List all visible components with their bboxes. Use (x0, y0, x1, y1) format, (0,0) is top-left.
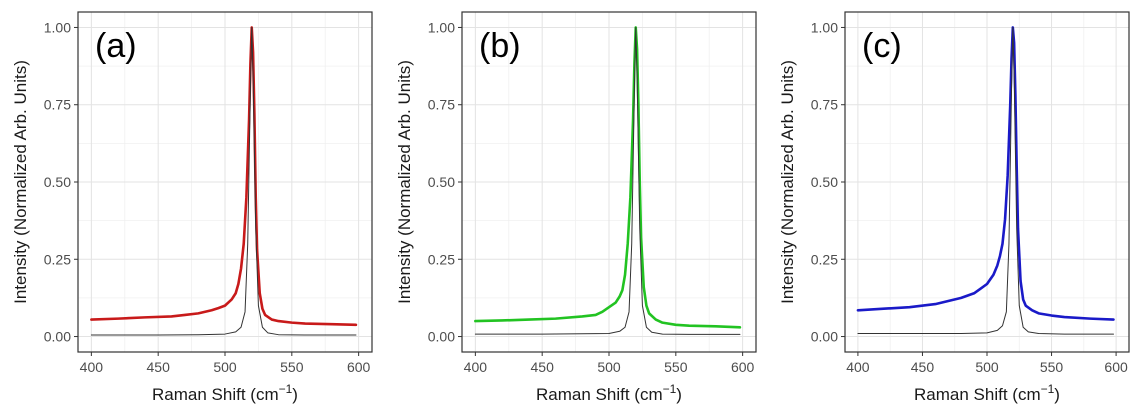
panel-label: (c) (862, 27, 902, 65)
y-tick-label: 1.00 (428, 19, 455, 35)
y-tick-label: 1.00 (811, 19, 838, 35)
x-tick-label: 550 (1040, 359, 1064, 375)
y-tick-label: 0.50 (811, 174, 838, 190)
x-tick-label: 600 (1104, 359, 1128, 375)
panel-label: (a) (95, 27, 137, 65)
x-tick-label: 450 (531, 359, 555, 375)
x-axis-title: Raman Shift (cm−1) (914, 382, 1060, 404)
x-tick-label: 600 (731, 359, 755, 375)
y-tick-label: 0.25 (811, 251, 838, 267)
x-axis-title: Raman Shift (cm−1) (152, 382, 298, 404)
y-tick-label: 0.75 (428, 97, 455, 113)
reference-spectrum-line (474, 26, 741, 335)
panel-a: 400 450 500 550 600 0.00 0.25 0.50 0.75 1.00 Raman… (11, 11, 373, 404)
panel-label: (b) (479, 27, 521, 65)
x-tick-label: 600 (347, 359, 371, 375)
x-tick-label: 500 (213, 359, 237, 375)
y-tick-label: 0.00 (811, 329, 838, 345)
x-tick-label: 550 (280, 359, 304, 375)
sample-spectrum-line (856, 26, 1115, 321)
sample-spectrum-line (90, 26, 358, 327)
y-axis-title: Intensity (Normalized Arb. Units) (11, 60, 30, 304)
x-tick-label: 450 (911, 359, 935, 375)
x-tick-label: 500 (975, 359, 999, 375)
x-tick-label: 550 (664, 359, 688, 375)
y-tick-label: 1.00 (44, 19, 71, 35)
panel-b: 400 450 500 550 600 0.00 0.25 0.50 0.75 1.00 Raman… (395, 11, 757, 404)
sample-spectrum-line (474, 26, 742, 329)
y-tick-label: 0.25 (428, 251, 455, 267)
y-tick-label: 0.25 (44, 251, 71, 267)
x-tick-label: 400 (464, 359, 488, 375)
x-tick-label: 450 (147, 359, 171, 375)
y-tick-label: 0.00 (44, 329, 71, 345)
y-tick-label: 0.00 (428, 329, 455, 345)
y-axis-title: Intensity (Normalized Arb. Units) (778, 60, 797, 304)
y-tick-label: 0.50 (44, 174, 71, 190)
y-tick-label: 0.75 (811, 97, 838, 113)
y-tick-label: 0.75 (44, 97, 71, 113)
x-tick-label: 400 (846, 359, 870, 375)
y-tick-label: 0.50 (428, 174, 455, 190)
x-tick-label: 500 (597, 359, 621, 375)
panel-c: 400 450 500 550 600 0.00 0.25 0.50 0.75 1.00 Raman… (778, 11, 1130, 404)
reference-spectrum-line (857, 26, 1115, 335)
reference-spectrum-line (90, 26, 357, 336)
y-axis-title: Intensity (Normalized Arb. Units) (395, 60, 414, 304)
x-tick-label: 400 (80, 359, 104, 375)
x-axis-title: Raman Shift (cm−1) (536, 382, 682, 404)
